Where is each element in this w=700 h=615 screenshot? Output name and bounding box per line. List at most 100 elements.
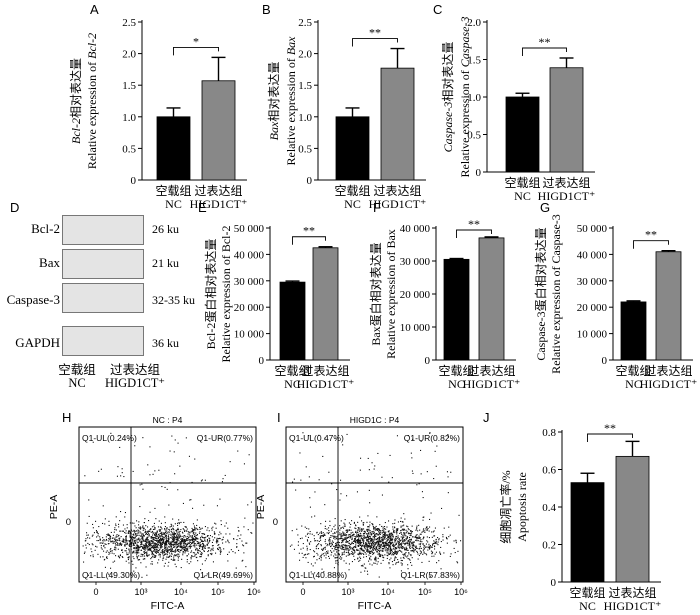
y-tick-label: 0 bbox=[551, 577, 557, 589]
significance-mark: ** bbox=[303, 224, 315, 238]
panel-label-c: C bbox=[433, 2, 443, 17]
x-tick-label: NC bbox=[165, 197, 182, 211]
y-tick-label: 0.2 bbox=[542, 540, 556, 552]
y-axis-label-en: Relative expression of Caspase-3 bbox=[458, 17, 472, 178]
x-tick-label: NC bbox=[625, 377, 642, 391]
quadrant-label-ur: Q1-UR(0.77%) bbox=[197, 433, 253, 443]
y-tick-label: 40 000 bbox=[400, 223, 431, 235]
quadrant-label-ll: Q1-LL(40.88%) bbox=[289, 570, 347, 580]
bar bbox=[620, 301, 647, 361]
chart-panel-f: 0 10 000 20 000 30 000 40 000 空载组NC过表达组HIGD1C… bbox=[368, 217, 520, 391]
x-tick-label: 过表达组 bbox=[608, 586, 656, 600]
x-tick-label: NC bbox=[448, 377, 465, 391]
x-axis-label: FITC-A bbox=[358, 600, 392, 612]
x-tick-label: 10³ bbox=[341, 587, 354, 597]
y-tick-label: 0 bbox=[66, 517, 71, 528]
x-tick-label: HIGD1CT⁺ bbox=[538, 189, 596, 203]
blot-name-bcl2: Bcl-2 bbox=[31, 221, 60, 236]
x-tick-label: HIGD1CT⁺ bbox=[369, 197, 427, 211]
bar bbox=[312, 247, 339, 361]
panel-label-g: G bbox=[540, 200, 551, 215]
y-tick-label: 0 bbox=[307, 175, 313, 187]
blot-lane-label-oe: 过表达组 HIGD1CT⁺ bbox=[104, 363, 166, 390]
y-tick-label: 0 bbox=[425, 355, 431, 367]
y-tick-label: 1.0 bbox=[122, 112, 136, 124]
bar bbox=[570, 482, 605, 583]
quadrant-label-lr: Q1-LR(49.69%) bbox=[193, 570, 253, 580]
x-tick-label: 10⁴ bbox=[174, 587, 188, 597]
x-tick-label: NC bbox=[579, 599, 596, 613]
x-tick-label: 过表达组 bbox=[542, 176, 590, 190]
y-tick-label: 0.5 bbox=[122, 143, 136, 155]
blot-lane-label-nc: 空载组 NC bbox=[58, 363, 96, 390]
quadrant-label-ul: Q1-UL(0.24%) bbox=[82, 433, 137, 443]
y-tick-label: 0.8 bbox=[542, 427, 556, 439]
x-tick-label: 10⁵ bbox=[418, 587, 432, 597]
y-tick-label: 30 000 bbox=[234, 276, 265, 288]
y-tick-label: 10 000 bbox=[577, 329, 608, 341]
y-axis-label-cn: Bcl-2蛋白相对表达量 bbox=[203, 239, 218, 350]
blot-size-bax: 21 ku bbox=[152, 256, 179, 270]
x-tick-label: NC bbox=[284, 377, 301, 391]
y-tick-label: 1.0 bbox=[467, 92, 481, 104]
significance-mark: ** bbox=[604, 421, 616, 435]
significance-bracket bbox=[633, 240, 669, 249]
quadrant-label-lr: Q1-LR(57.83%) bbox=[400, 570, 460, 580]
plot-title: HIGD1C : P4 bbox=[350, 415, 400, 425]
y-tick-label: 50 000 bbox=[577, 223, 608, 235]
y-tick-label: 2.5 bbox=[122, 17, 136, 29]
bar bbox=[279, 281, 306, 361]
y-tick-label: 1.5 bbox=[298, 80, 312, 92]
y-axis-label-cn: 细胞凋亡率/% bbox=[498, 470, 513, 543]
x-tick-label: HIGD1CT⁺ bbox=[190, 197, 248, 211]
scatter-points bbox=[289, 432, 462, 578]
y-axis-label-en: Relative expression of Caspase-3 bbox=[549, 214, 563, 374]
y-axis-label-en: Relative expression of Bcl-2 bbox=[85, 33, 99, 169]
y-tick-label: 0 bbox=[273, 517, 278, 528]
y-tick-label: 1.0 bbox=[298, 112, 312, 124]
significance-mark: ** bbox=[539, 35, 551, 49]
y-axis-label-en: Relative expression of Bcl-2 bbox=[219, 226, 233, 363]
bar bbox=[443, 258, 470, 361]
panel-label-a: A bbox=[90, 2, 99, 17]
x-tick-label: 空载组 bbox=[615, 364, 651, 378]
x-tick-label: 0 bbox=[93, 587, 98, 597]
y-axis-label-en: Relative expression of Bax bbox=[384, 229, 398, 359]
x-tick-label: 过表达组 bbox=[373, 184, 421, 198]
panel-label-j: J bbox=[483, 410, 490, 425]
quadrant-label-ur: Q1-UR(0.82%) bbox=[404, 433, 460, 443]
x-tick-label: 空载组 bbox=[504, 176, 540, 190]
blot-size-gapdh: 36 ku bbox=[152, 336, 179, 350]
significance-bracket bbox=[522, 47, 567, 56]
panel-label-d: D bbox=[10, 200, 20, 215]
x-tick-label: 空载组 bbox=[274, 364, 310, 378]
y-axis-label-en: Apoptosis rate bbox=[515, 472, 529, 542]
blot-size-bcl2: 26 ku bbox=[152, 222, 179, 236]
panel-label-h: H bbox=[62, 410, 72, 425]
significance-bracket bbox=[587, 433, 633, 442]
bar bbox=[380, 67, 415, 181]
y-axis-label: PE-A bbox=[255, 495, 267, 520]
y-tick-label: 0 bbox=[476, 167, 482, 179]
x-tick-label: 10⁴ bbox=[381, 587, 395, 597]
x-tick-label: NC bbox=[514, 189, 531, 203]
y-tick-label: 10 000 bbox=[234, 329, 265, 341]
quadrant-label-ll: Q1-LL(49.30%) bbox=[82, 570, 140, 580]
y-tick-label: 0.5 bbox=[467, 130, 481, 142]
y-tick-label: 20 000 bbox=[234, 302, 265, 314]
x-tick-label: HIGD1CT⁺ bbox=[640, 377, 698, 391]
x-tick-label: 10⁶ bbox=[454, 587, 468, 597]
x-tick-label: HIGD1CT⁺ bbox=[297, 377, 355, 391]
y-tick-label: 40 000 bbox=[577, 249, 608, 261]
x-tick-label: HIGD1CT⁺ bbox=[604, 599, 662, 613]
y-tick-label: 2.0 bbox=[467, 17, 481, 29]
blot-band-gapdh bbox=[62, 326, 144, 356]
x-tick-label: 空载组 bbox=[155, 184, 191, 198]
y-tick-label: 0.4 bbox=[542, 502, 556, 514]
panel-label-b: B bbox=[262, 2, 271, 17]
plot-title: NC : P4 bbox=[153, 415, 183, 425]
y-tick-label: 20 000 bbox=[400, 289, 431, 301]
